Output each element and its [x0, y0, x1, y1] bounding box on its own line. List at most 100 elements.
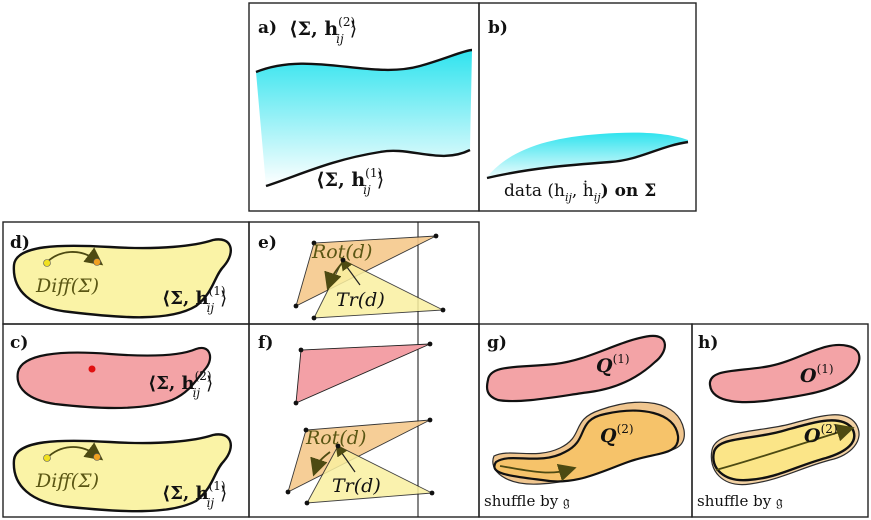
panel-b-surface: [487, 132, 688, 177]
panel-d-diff-label: Diff(Σ): [35, 275, 99, 297]
panel-e-vertex-5: [340, 257, 346, 263]
panel-h-shuffle-arrow: [715, 424, 855, 471]
panel-c-metric-top-sup: (2): [195, 369, 212, 383]
panel-b-frame: [478, 2, 697, 212]
panel-g-shuffle-arrow: [499, 463, 577, 482]
panel-a-top-sub: ij: [336, 32, 344, 46]
panel-h-letter: h): [698, 333, 718, 353]
panel-c-dot-start: [43, 454, 51, 462]
panel-a-bottom-sup: (1): [365, 166, 382, 180]
panel-b-label-sub1: ij: [565, 191, 573, 204]
panel-h-top-sup: (1): [817, 362, 834, 376]
panel-a-letter: a): [258, 18, 277, 38]
panel-c-metric-bottom-sub: ij: [207, 496, 215, 510]
panel-f-vertex-3: [427, 341, 433, 347]
panel-a-bottom-label: ⟨Σ, h(1) ij ⟩: [316, 166, 384, 197]
panel-g-bottom-label: Q(2): [600, 422, 634, 447]
panel-b-label: data (hij, ḣij) on Σ: [504, 180, 656, 204]
panel-f-tri-pink: [295, 343, 431, 404]
panel-a-bottom-sub: ij: [363, 183, 371, 197]
panel-g: g) Q(1) Q(2) shuffle by 𝔤: [478, 323, 693, 518]
panel-f-vertex-2: [298, 347, 304, 353]
panel-b-edge: [486, 140, 689, 180]
panel-g-pink-blob: [485, 334, 666, 403]
panel-c-metric-top: ⟨Σ, h(2) ij ⟩: [148, 369, 213, 400]
panel-e-letter: e): [258, 233, 277, 253]
panel-c-metric-top-sub: ij: [193, 386, 201, 400]
panel-f-letter: f): [258, 333, 273, 353]
panel-c-red-dot: [88, 365, 96, 373]
panel-h-top-text: O: [800, 365, 817, 387]
panel-h-caption: shuffle by 𝔤: [697, 492, 783, 510]
panel-h-bottom-sup: (2): [821, 422, 838, 436]
panel-f-rot-arrow: [310, 451, 331, 477]
panel-h-top-label: O(1): [800, 362, 834, 387]
panel-e-vertex-6: [440, 307, 446, 313]
panel-c-metric-bottom-close: ⟩: [220, 483, 227, 504]
panel-f: f) Rot(d) Tr(d): [248, 323, 480, 518]
panel-e-tr-label: Tr(d): [336, 289, 385, 311]
panel-c-dot-end: [93, 453, 101, 461]
panel-f-vertex-4: [285, 489, 291, 495]
panel-b-label-sub2: ij: [594, 191, 602, 204]
panel-a-top-label: ⟨Σ, h(2) ij ⟩: [289, 15, 357, 46]
panel-g-top-sup: (1): [613, 352, 630, 366]
panel-a-bottom-text: ⟨Σ, h: [316, 169, 365, 191]
panel-c-letter: c): [10, 333, 28, 353]
panel-d-blob: [12, 238, 232, 319]
panel-d-metric-close: ⟩: [220, 288, 227, 309]
panel-c-pink-blob: [16, 346, 212, 410]
panel-a: a) ⟨Σ, h(2) ij ⟩ ⟨Σ, h(1) ij ⟩: [248, 2, 480, 212]
panel-g-top-label: Q(1): [596, 352, 630, 377]
panel-c-diff-label: Diff(Σ): [35, 470, 99, 492]
panel-g-orange-blob: [493, 409, 680, 483]
panel-f-vertex-5: [303, 427, 309, 433]
panel-c-metric-top-text: ⟨Σ, h: [148, 373, 195, 394]
panel-h: h) O(1) O(2) shuffle by 𝔤: [691, 323, 869, 518]
panel-a-bottom-edge: [265, 148, 471, 188]
panel-e-tr-arrow: [340, 258, 361, 286]
panel-g-top-text: Q: [596, 355, 613, 377]
panel-d-metric-text: ⟨Σ, h: [162, 288, 209, 309]
panel-a-top-text: ⟨Σ, h: [289, 18, 338, 40]
panel-h-bottom-label: O(2): [804, 422, 838, 447]
panel-e: e) Rot(d) Tr(d): [248, 221, 480, 325]
panel-c-metric-bottom: ⟨Σ, h(1) ij ⟩: [162, 479, 227, 510]
panel-h-pink-blob: [708, 343, 861, 404]
panel-d-metric-sub: ij: [207, 301, 215, 315]
panel-f-vertex-9: [429, 490, 435, 496]
panel-c-metric-bottom-sup: (1): [209, 479, 226, 493]
panel-b-label-mid: , ḣ: [572, 180, 594, 201]
panel-f-vertex-6: [427, 417, 433, 423]
panel-e-rot-label: Rot(d): [311, 241, 372, 263]
panel-a-bottom-close: ⟩: [377, 169, 384, 191]
panel-h-bottom-text: O: [804, 425, 821, 447]
panel-c: c) ⟨Σ, h(2) ij ⟩ Diff(Σ) ⟨Σ, h(1) ij ⟩: [2, 323, 250, 518]
panel-d: d) Diff(Σ) ⟨Σ, h(1) ij ⟩: [2, 221, 250, 325]
panel-d-dot-start: [43, 259, 51, 267]
panel-c-metric-top-close: ⟩: [206, 373, 213, 394]
panel-g-bottom-sup: (2): [617, 422, 634, 436]
panel-f-vertex-1: [293, 400, 299, 406]
panel-h-frame: [691, 323, 869, 518]
panel-d-dot-end: [93, 258, 101, 266]
panel-c-yellow-blob: [12, 433, 232, 513]
panel-a-top-close: ⟩: [350, 18, 357, 40]
panel-a-top-edge: [255, 48, 473, 74]
panel-d-arrow: [46, 247, 104, 266]
panel-d-metric-sup: (1): [209, 284, 226, 298]
panel-b-letter: b): [488, 18, 508, 38]
panel-f-tr-arrow: [335, 444, 356, 473]
panel-a-top-sup: (2): [338, 15, 355, 29]
panel-b: b) data (hij, ḣij) on Σ: [478, 2, 697, 212]
panel-a-surface: [256, 50, 472, 186]
panel-e-vertex-4: [311, 315, 317, 321]
panel-b-label-start: data (h: [504, 181, 565, 201]
panel-c-metric-bottom-text: ⟨Σ, h: [162, 483, 209, 504]
panel-d-letter: d): [10, 233, 30, 253]
panel-f-tr-label: Tr(d): [332, 475, 381, 497]
panel-e-vertex-1: [293, 303, 299, 309]
panel-e-vertex-2: [311, 240, 317, 246]
panel-e-vertex-3: [433, 233, 439, 239]
